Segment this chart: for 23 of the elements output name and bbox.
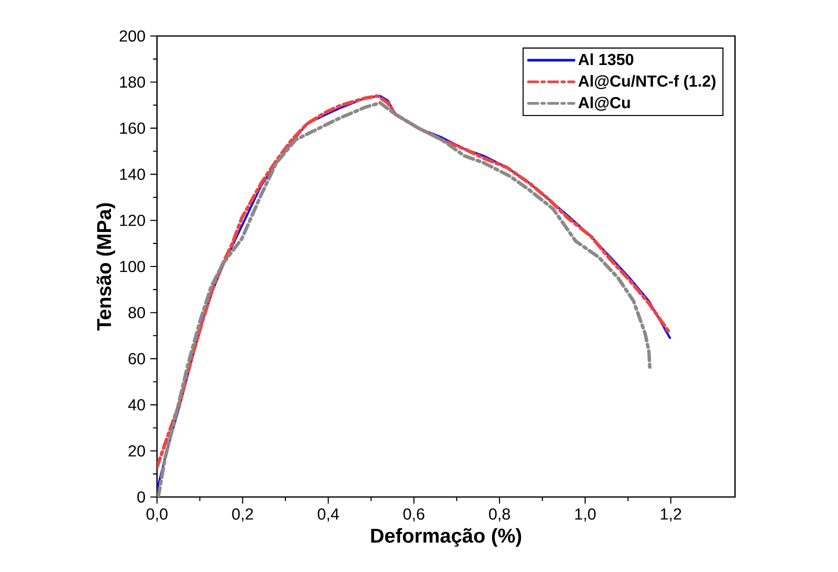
- x-tick-label: 0,6: [403, 508, 424, 522]
- y-tick-label: 200: [120, 30, 146, 42]
- x-axis-title: Deformação (%): [371, 528, 522, 547]
- legend-label: Al 1350: [578, 53, 634, 66]
- y-axis-title: Tensão (MPa): [96, 203, 116, 331]
- y-tick-label: 0: [137, 491, 146, 503]
- y-tick-label: 40: [128, 399, 146, 410]
- y-tick-label: 100: [120, 260, 146, 272]
- x-tick-label: 0,8: [489, 508, 510, 522]
- y-tick-label: 80: [128, 306, 146, 318]
- x-tick-label: 1,0: [575, 508, 596, 522]
- y-tick-label: 60: [128, 353, 146, 364]
- legend-label: Al@Cu: [578, 96, 630, 111]
- y-tick-label: 160: [120, 122, 146, 134]
- y-tick-label: 140: [120, 168, 146, 180]
- x-tick-label: 0,2: [232, 508, 253, 522]
- y-tick-label: 180: [120, 76, 146, 88]
- y-tick-label: 20: [128, 445, 146, 457]
- x-tick-label: 0,4: [318, 508, 339, 522]
- y-tick-label: 120: [120, 214, 146, 226]
- x-tick-label: 0,0: [146, 508, 168, 522]
- x-tick-label: 1,2: [660, 508, 682, 522]
- legend-label: Al@Cu/NTC-f (1.2): [578, 74, 716, 90]
